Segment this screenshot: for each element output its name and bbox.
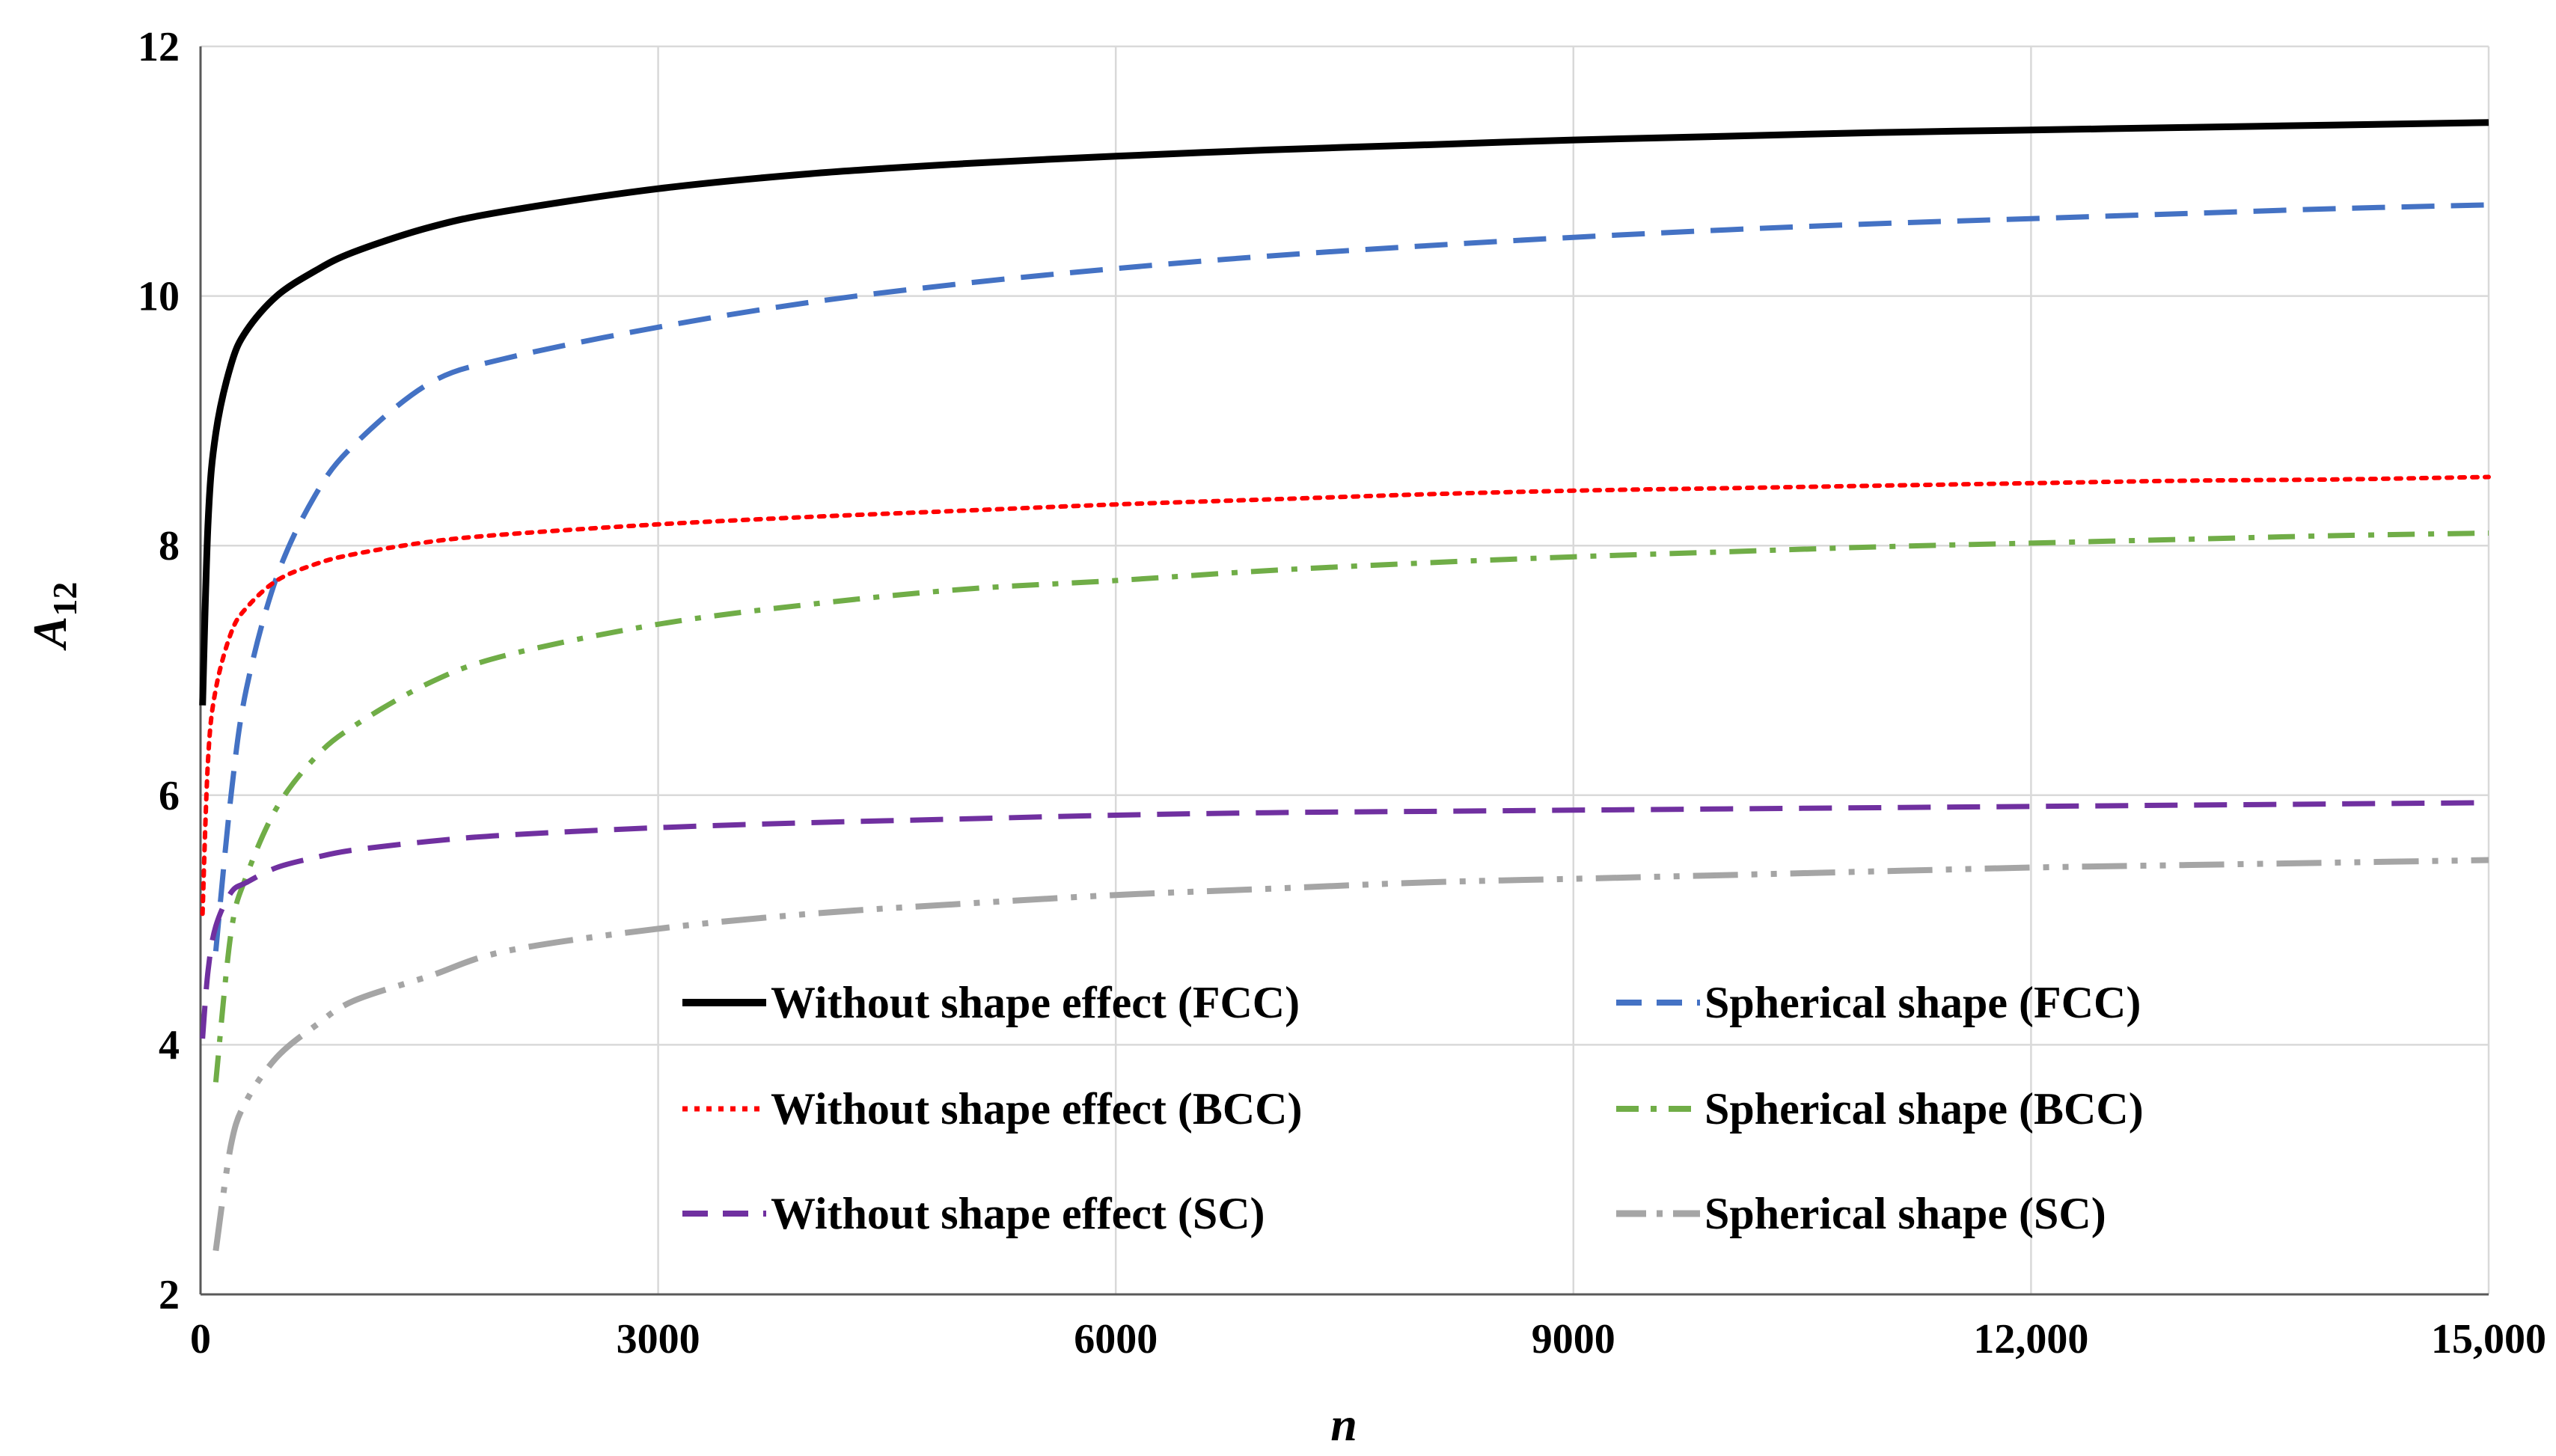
grid-layer	[201, 45, 2490, 1294]
legend-label-4: Spherical shape (BCC)	[1704, 1084, 2144, 1134]
legend: Without shape effect (FCC) Spherical shap…	[682, 978, 2144, 1238]
legend-label-3: Without shape effect (BCC)	[771, 1084, 1302, 1134]
legend-label-5: Without shape effect (SC)	[771, 1189, 1265, 1238]
series-layer	[199, 119, 2491, 1252]
x-tick-label-9000: 9000	[1532, 1316, 1615, 1362]
axis-layer: 2 4 6 8 10 12 0 3000 6000 9000 12,000 15,000	[138, 24, 2546, 1362]
x-tick-label-6000: 6000	[1074, 1316, 1158, 1362]
legend-label-1: Without shape effect (FCC)	[771, 978, 1300, 1027]
series-line-4	[213, 530, 2489, 1083]
x-tick-label-15000: 15,000	[2431, 1316, 2546, 1362]
x-axis-title: n	[1330, 1398, 1357, 1451]
y-tick-label-10: 10	[138, 274, 180, 320]
legend-item-6: Spherical shape (SC)	[1616, 1189, 2106, 1238]
legend-item-4: Spherical shape (BCC)	[1616, 1084, 2144, 1134]
series-line-5	[200, 800, 2489, 1039]
x-tick-label-3000: 3000	[617, 1316, 700, 1362]
legend-item-2: Spherical shape (FCC)	[1616, 978, 2141, 1027]
y-axis-title: A12	[23, 582, 84, 652]
series-line-3	[200, 474, 2491, 917]
x-tick-label-0: 0	[190, 1316, 211, 1362]
series-line-1	[199, 119, 2489, 706]
axis-labels: n A12	[23, 582, 1357, 1451]
series-line-6	[213, 857, 2489, 1252]
series-line-2	[213, 202, 2489, 952]
x-tick-label-12000: 12,000	[1973, 1316, 2088, 1362]
legend-item-3: Without shape effect (BCC)	[682, 1084, 1302, 1134]
y-axis-title-subscript: 12	[46, 582, 84, 617]
y-tick-label-2: 2	[159, 1272, 180, 1318]
y-tick-label-12: 12	[138, 24, 180, 70]
legend-item-5: Without shape effect (SC)	[682, 1189, 1265, 1238]
legend-item-1: Without shape effect (FCC)	[682, 978, 1300, 1027]
legend-label-2: Spherical shape (FCC)	[1704, 978, 2141, 1027]
y-axis-title-main: A	[23, 617, 76, 652]
y-tick-label-8: 8	[159, 523, 180, 569]
y-tick-label-4: 4	[159, 1022, 180, 1068]
legend-label-6: Spherical shape (SC)	[1704, 1189, 2106, 1238]
y-tick-label-6: 6	[159, 773, 180, 819]
